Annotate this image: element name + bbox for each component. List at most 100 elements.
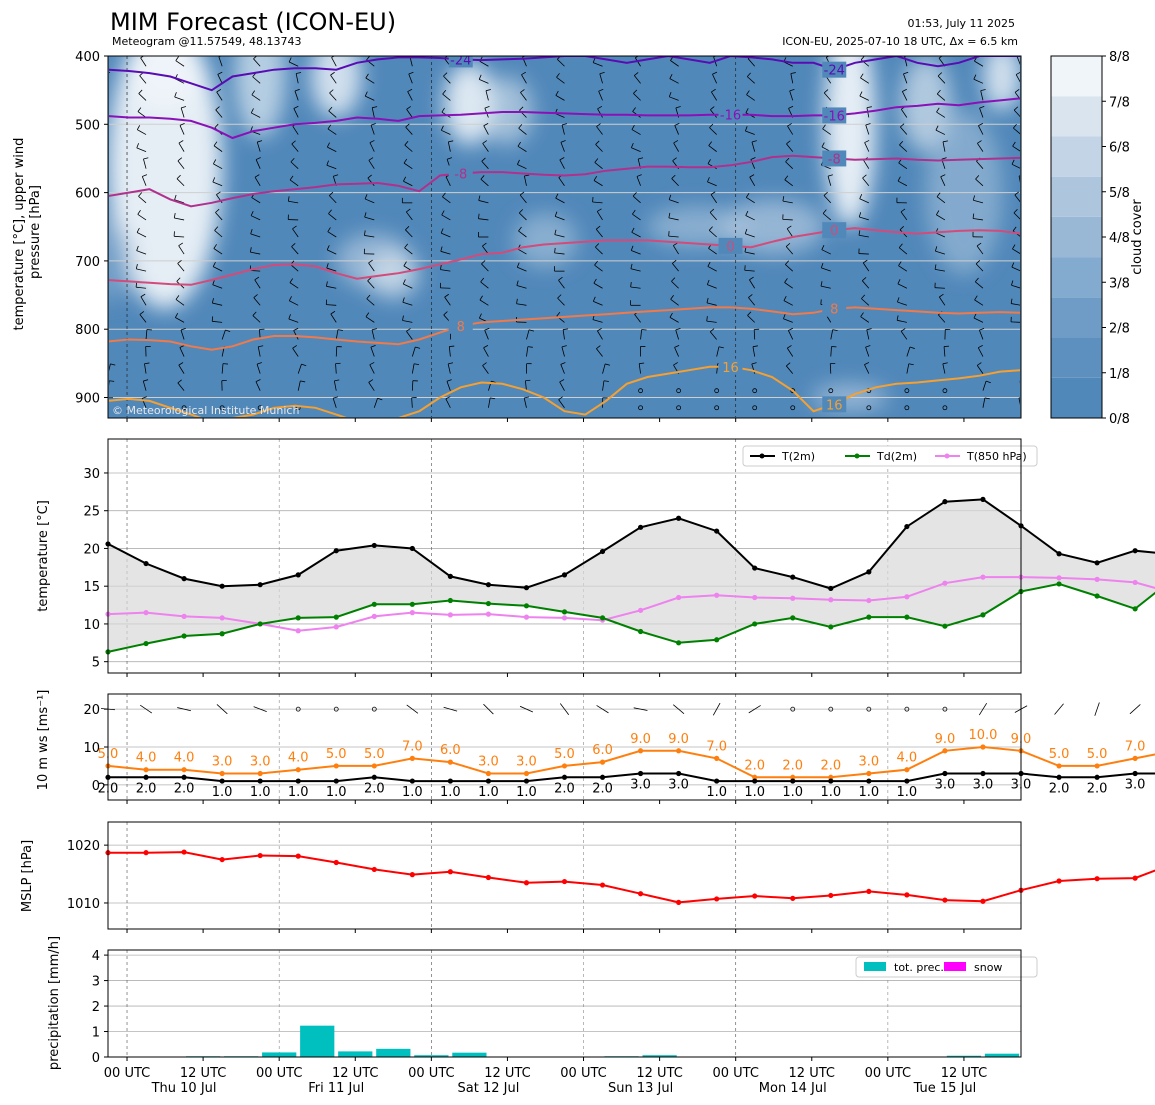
wind-barb	[901, 91, 908, 101]
wind-barb	[441, 214, 451, 221]
mslp-point	[485, 874, 492, 881]
wind-barb-flag	[711, 88, 716, 93]
wind-barb	[213, 248, 223, 255]
wind-barb-flag	[100, 159, 103, 163]
wind-barb	[137, 214, 147, 221]
wind-barb	[936, 196, 946, 204]
wind-barb-flag	[861, 294, 866, 299]
wind-barb-flag	[402, 297, 405, 303]
wind-barb-flag	[254, 174, 260, 178]
wind-barb	[640, 329, 643, 340]
wind-barb-flag	[144, 362, 150, 365]
wind-barb	[898, 162, 908, 170]
wind-barb-flag	[478, 74, 482, 80]
colorbar-tick-label: 7/8	[1109, 95, 1130, 110]
wind-barb-flag	[289, 278, 294, 283]
wind-barb-flag	[936, 89, 941, 95]
wind-barb-flag	[631, 142, 634, 148]
wind-barb-flag	[137, 209, 141, 215]
wind-barb-flag	[560, 362, 566, 365]
mslp-point	[980, 898, 986, 904]
wind-barb	[862, 177, 870, 187]
wind-barb	[99, 283, 108, 288]
wind-barb-flag	[296, 72, 302, 74]
wind-barb	[898, 265, 908, 272]
wind-barb-flag	[483, 123, 489, 127]
temperature-tick-label: 5	[92, 656, 100, 671]
wind-barb	[559, 159, 565, 169]
wind-barb	[830, 346, 832, 357]
wind-speed-value-label: 1.0	[402, 785, 423, 800]
wind-barb-flag	[179, 344, 185, 348]
surface-wind-barb	[748, 705, 761, 714]
wind-barb	[441, 232, 451, 238]
wind-barb-flag	[446, 157, 452, 160]
t2m-point	[447, 573, 453, 579]
t2m-point	[980, 496, 986, 502]
wind-barb	[411, 397, 413, 408]
wind-barb-flag	[708, 226, 713, 231]
wind-barb	[830, 329, 834, 340]
wind-speed-point	[714, 778, 720, 784]
wind-barb	[598, 91, 603, 101]
wind-barb-flag	[827, 174, 833, 177]
wind-barb-flag	[524, 174, 530, 177]
wind-speed-point	[561, 774, 568, 780]
td2m-point	[599, 615, 606, 621]
wind-barb	[674, 347, 679, 357]
wind-barb	[478, 200, 489, 204]
wind-barb	[555, 95, 565, 101]
wind-barb-flag	[440, 125, 444, 131]
pressure-axis: 400 500 600 700 800 900	[75, 50, 108, 407]
wind-barb	[669, 96, 679, 101]
wind-barb	[1012, 248, 1020, 254]
wind-barb	[136, 268, 147, 272]
wind-barb-flag	[440, 264, 442, 270]
wind-barb-flag	[136, 125, 141, 130]
wind-barb-flag	[710, 106, 715, 111]
t850-point	[1132, 579, 1138, 586]
gust-point	[143, 767, 149, 773]
wind-barb	[790, 73, 794, 84]
cloud-patch	[310, 56, 362, 118]
wind-barb-flag	[822, 124, 826, 130]
wind-barb	[178, 364, 185, 374]
wind-barb	[859, 198, 869, 204]
wind-barb	[745, 215, 755, 221]
wind-barb	[523, 175, 527, 186]
wind-barb	[903, 73, 908, 84]
wind-barb	[597, 108, 603, 118]
wind-speed-point	[219, 778, 225, 784]
gust-point	[1132, 755, 1138, 761]
time-tick-label: 12 UTC	[180, 1066, 226, 1081]
wind-barb-flag	[103, 106, 107, 109]
gust-point	[219, 770, 225, 777]
precip-tick-label: 1	[92, 1026, 100, 1041]
wind-barb-flag	[707, 261, 711, 267]
wind-barb-flag	[136, 245, 139, 251]
gust-point	[181, 767, 187, 773]
wind-tick-label: 20	[83, 703, 100, 718]
wind-barb-flag	[527, 346, 533, 348]
isotherm-label: 8	[457, 320, 465, 335]
wind-barb-flag	[1129, 311, 1133, 314]
wind-barb	[176, 178, 185, 187]
wind-barb-flag	[786, 362, 791, 367]
wind-barb-flag	[255, 379, 261, 382]
wind-barb	[250, 270, 261, 272]
wind-barb	[289, 300, 299, 306]
wind-barb	[526, 346, 529, 357]
wind-barb	[937, 75, 946, 84]
pressure-tick-label: 700	[75, 255, 100, 270]
wind-barb	[708, 248, 717, 255]
td2m-point	[143, 640, 149, 647]
td2m-point	[333, 614, 339, 620]
wind-barb	[136, 286, 147, 289]
wind-barb	[250, 251, 261, 255]
isotherm-label-bg	[448, 56, 473, 68]
wind-barb	[411, 363, 415, 374]
gust-point	[1094, 763, 1100, 769]
wind-barb	[864, 142, 870, 152]
wind-barb	[630, 268, 641, 272]
wind-barb-flag	[443, 311, 448, 316]
